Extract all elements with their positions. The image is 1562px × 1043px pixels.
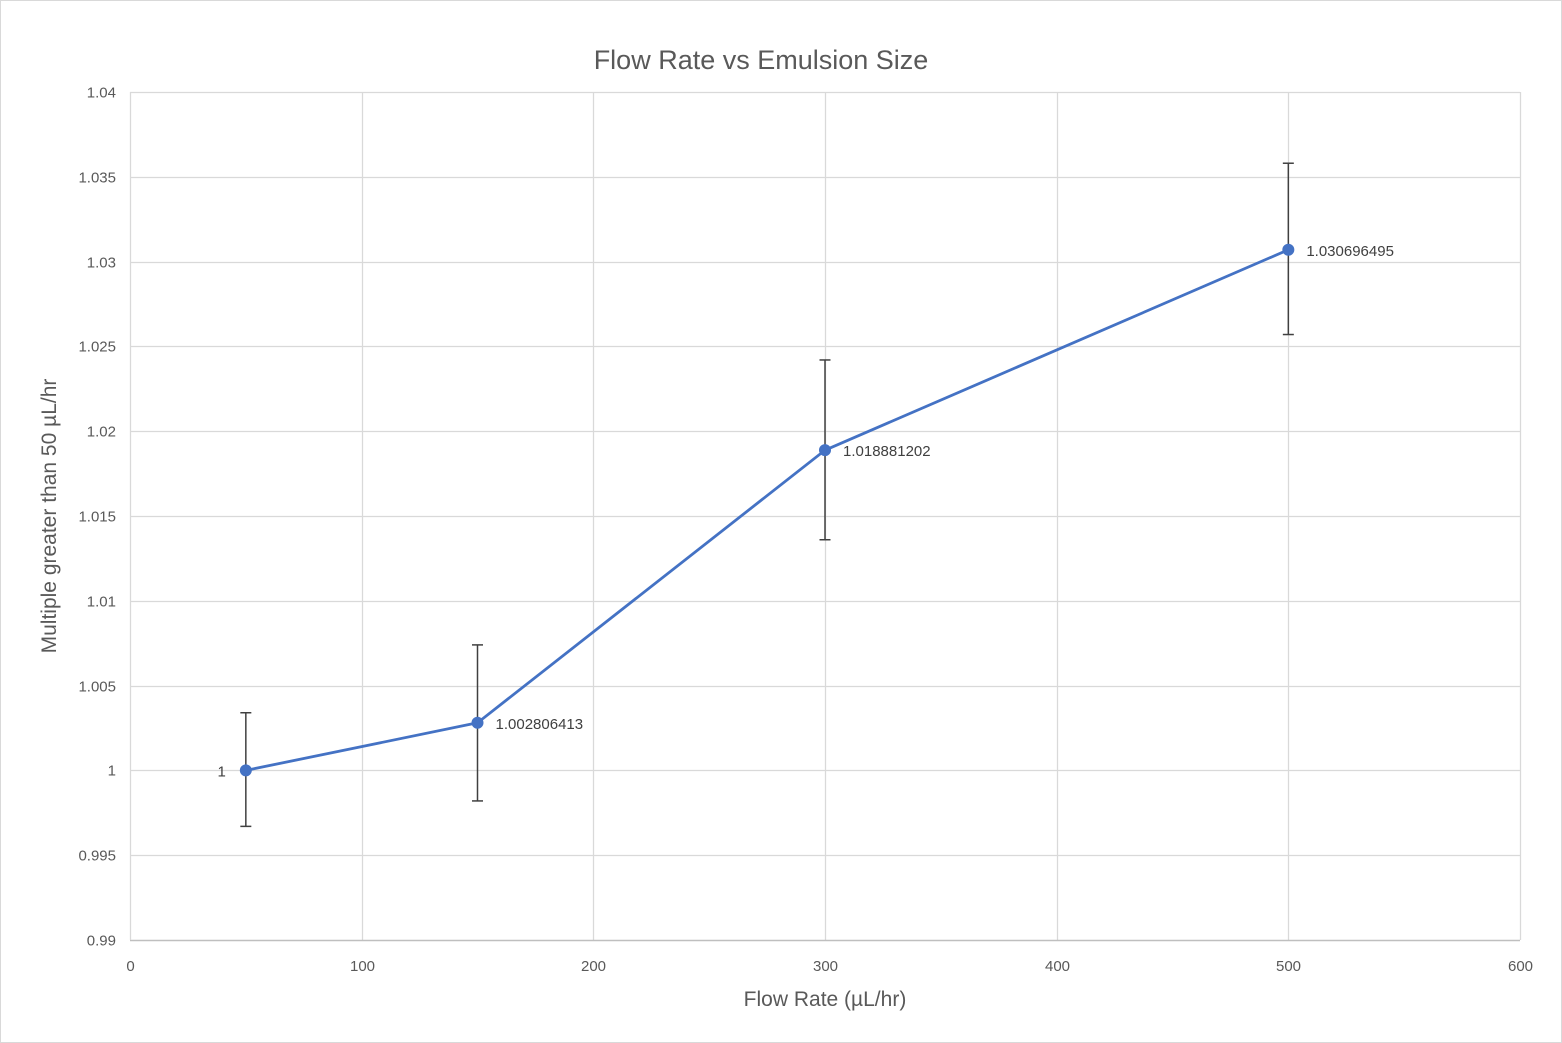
y-tick-label: 1.025 xyxy=(78,339,116,356)
y-tick-label: 1.04 xyxy=(87,85,116,102)
chart-title: Flow Rate vs Emulsion Size xyxy=(594,45,929,75)
y-tick-label: 0.99 xyxy=(87,933,116,950)
data-point xyxy=(239,764,252,777)
x-tick-label: 500 xyxy=(1276,958,1301,975)
data-label: 1 xyxy=(217,763,225,780)
x-tick-label: 200 xyxy=(581,958,606,975)
y-axis-title: Multiple greater than 50 µL/hr xyxy=(38,379,61,654)
data-point xyxy=(819,444,831,457)
axes xyxy=(129,92,1520,942)
x-tick-label: 600 xyxy=(1508,958,1533,975)
series-layer: 1 1.002806413 1.018881202 1.030696495 xyxy=(217,162,1394,828)
y-tick-label: 1.005 xyxy=(78,679,116,696)
y-tick-label: 1.03 xyxy=(87,255,116,272)
series-line xyxy=(245,248,1289,772)
y-tick-label: 1.035 xyxy=(78,170,116,187)
data-point xyxy=(1282,243,1295,256)
data-label: 1.030696495 xyxy=(1306,243,1394,260)
data-label: 1.018881202 xyxy=(843,443,931,460)
data-label: 1.002806413 xyxy=(496,716,584,733)
x-axis-title: Flow Rate (µL/hr) xyxy=(744,988,907,1011)
x-tick-label: 400 xyxy=(1045,958,1070,975)
y-tick-label: 1.015 xyxy=(78,509,116,526)
y-tick-label: 0.995 xyxy=(78,848,116,865)
y-tick-label: 1.01 xyxy=(87,594,116,611)
data-point xyxy=(471,716,484,729)
x-tick-label: 100 xyxy=(350,958,375,975)
y-tick-label: 1.02 xyxy=(87,424,116,441)
x-tick-label: 300 xyxy=(813,958,838,975)
x-tick-label: 0 xyxy=(126,958,134,975)
tick-labels: 0.99 0.995 1 1.005 1.01 1.015 1.02 1.025 1.03 1.0… xyxy=(78,85,1533,976)
y-tick-label: 1 xyxy=(108,763,116,780)
